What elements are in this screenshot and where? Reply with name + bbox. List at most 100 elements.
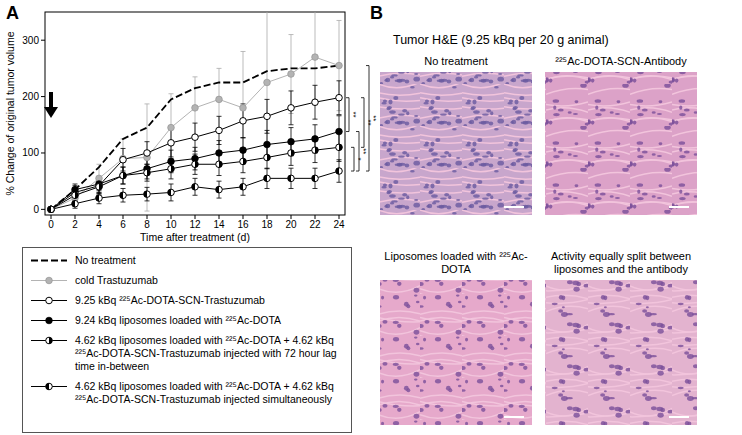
- error-cap: [337, 182, 342, 183]
- series-line: [51, 66, 339, 210]
- error-bar: [313, 168, 318, 188]
- error-bar: [97, 192, 102, 203]
- marker: [168, 158, 175, 165]
- error-cap: [289, 188, 294, 189]
- error-bar: [265, 99, 270, 133]
- x-tick-label: 22: [309, 219, 321, 230]
- scale-bar: [504, 206, 524, 208]
- marker: [240, 158, 247, 165]
- error-bar: [337, 133, 342, 161]
- marker: [120, 172, 127, 179]
- error-bar: [121, 167, 126, 184]
- marker-shape: [144, 169, 151, 176]
- error-cap: [313, 85, 318, 86]
- error-cap: [145, 187, 150, 188]
- error-bar: [73, 186, 78, 200]
- marker-shape: [264, 141, 271, 148]
- error-cap: [193, 76, 198, 77]
- error-cap: [241, 137, 246, 138]
- histology-image: [545, 280, 697, 425]
- marker-shape: [46, 297, 53, 304]
- marker-shape: [144, 150, 151, 157]
- y-tick-label: 100: [22, 147, 39, 158]
- error-bar: [193, 147, 198, 170]
- marker: [216, 150, 223, 157]
- marker-half: [99, 184, 102, 191]
- marker: [46, 277, 53, 284]
- marker-half: [120, 192, 123, 199]
- marker: [240, 118, 247, 125]
- marker-shape: [240, 147, 247, 154]
- marker-shape: [48, 206, 55, 213]
- marker-shape: [240, 158, 247, 165]
- marker-shape: [120, 172, 127, 179]
- error-cap: [265, 168, 270, 169]
- error-cap: [193, 147, 198, 148]
- x-tick-label: 8: [144, 219, 150, 230]
- error-cap: [313, 162, 318, 163]
- marker-shape: [336, 168, 343, 175]
- error-cap: [97, 164, 102, 165]
- error-cap: [193, 195, 198, 196]
- marker: [96, 184, 103, 191]
- marker-half: [291, 150, 294, 157]
- error-cap: [145, 211, 150, 212]
- marker-shape: [216, 150, 223, 157]
- marker-shape: [312, 136, 319, 143]
- error-cap: [145, 141, 150, 142]
- marker-shape: [168, 165, 175, 172]
- marker-shape: [48, 206, 55, 213]
- error-cap: [97, 203, 102, 204]
- series-line: [51, 132, 339, 210]
- error-cap: [121, 183, 126, 184]
- marker-shape: [312, 99, 319, 106]
- marker: [120, 172, 127, 179]
- marker-shape: [240, 184, 247, 191]
- error-cap: [217, 181, 222, 182]
- marker-shape: [120, 172, 127, 179]
- marker-half: [240, 184, 243, 191]
- marker: [168, 189, 175, 196]
- legend-text: No treatment: [75, 254, 136, 267]
- marker: [192, 161, 199, 168]
- figure: AB0100200300024681012141618202224Time af…: [0, 0, 742, 435]
- x-tick-label: 20: [285, 219, 297, 230]
- marker-shape: [144, 191, 151, 198]
- marker-shape: [46, 317, 53, 324]
- error-bar: [121, 139, 126, 178]
- marker: [264, 141, 271, 148]
- error-cap: [121, 202, 126, 203]
- x-tick-label: 4: [96, 219, 102, 230]
- significance-bracket: [351, 147, 354, 171]
- marker: [336, 128, 343, 135]
- marker: [336, 62, 343, 69]
- error-cap: [337, 159, 342, 160]
- marker: [48, 206, 55, 213]
- marker: [48, 206, 55, 213]
- marker-half: [72, 200, 75, 207]
- y-tick: [41, 96, 45, 97]
- y-tick: [41, 152, 45, 153]
- marker: [216, 161, 223, 168]
- error-bar: [289, 128, 294, 156]
- marker-shape: [192, 134, 199, 141]
- error-bar: [313, 85, 318, 119]
- marker: [120, 156, 127, 163]
- marker-half: [264, 175, 267, 182]
- marker-half: [144, 191, 147, 198]
- error-cap: [145, 200, 150, 201]
- legend-text: cold Trastuzumab: [75, 274, 158, 287]
- marker-shape: [48, 206, 55, 213]
- error-cap: [217, 198, 222, 199]
- error-bar: [169, 150, 174, 173]
- error-cap: [241, 178, 246, 179]
- error-cap: [145, 181, 150, 182]
- marker-shape: [120, 156, 127, 163]
- error-bar: [193, 123, 198, 151]
- error-bar: [265, 12, 270, 159]
- error-cap: [241, 172, 246, 173]
- error-cap: [97, 192, 102, 193]
- x-tick-label: 24: [333, 219, 345, 230]
- error-cap: [313, 124, 318, 125]
- error-cap: [289, 124, 294, 125]
